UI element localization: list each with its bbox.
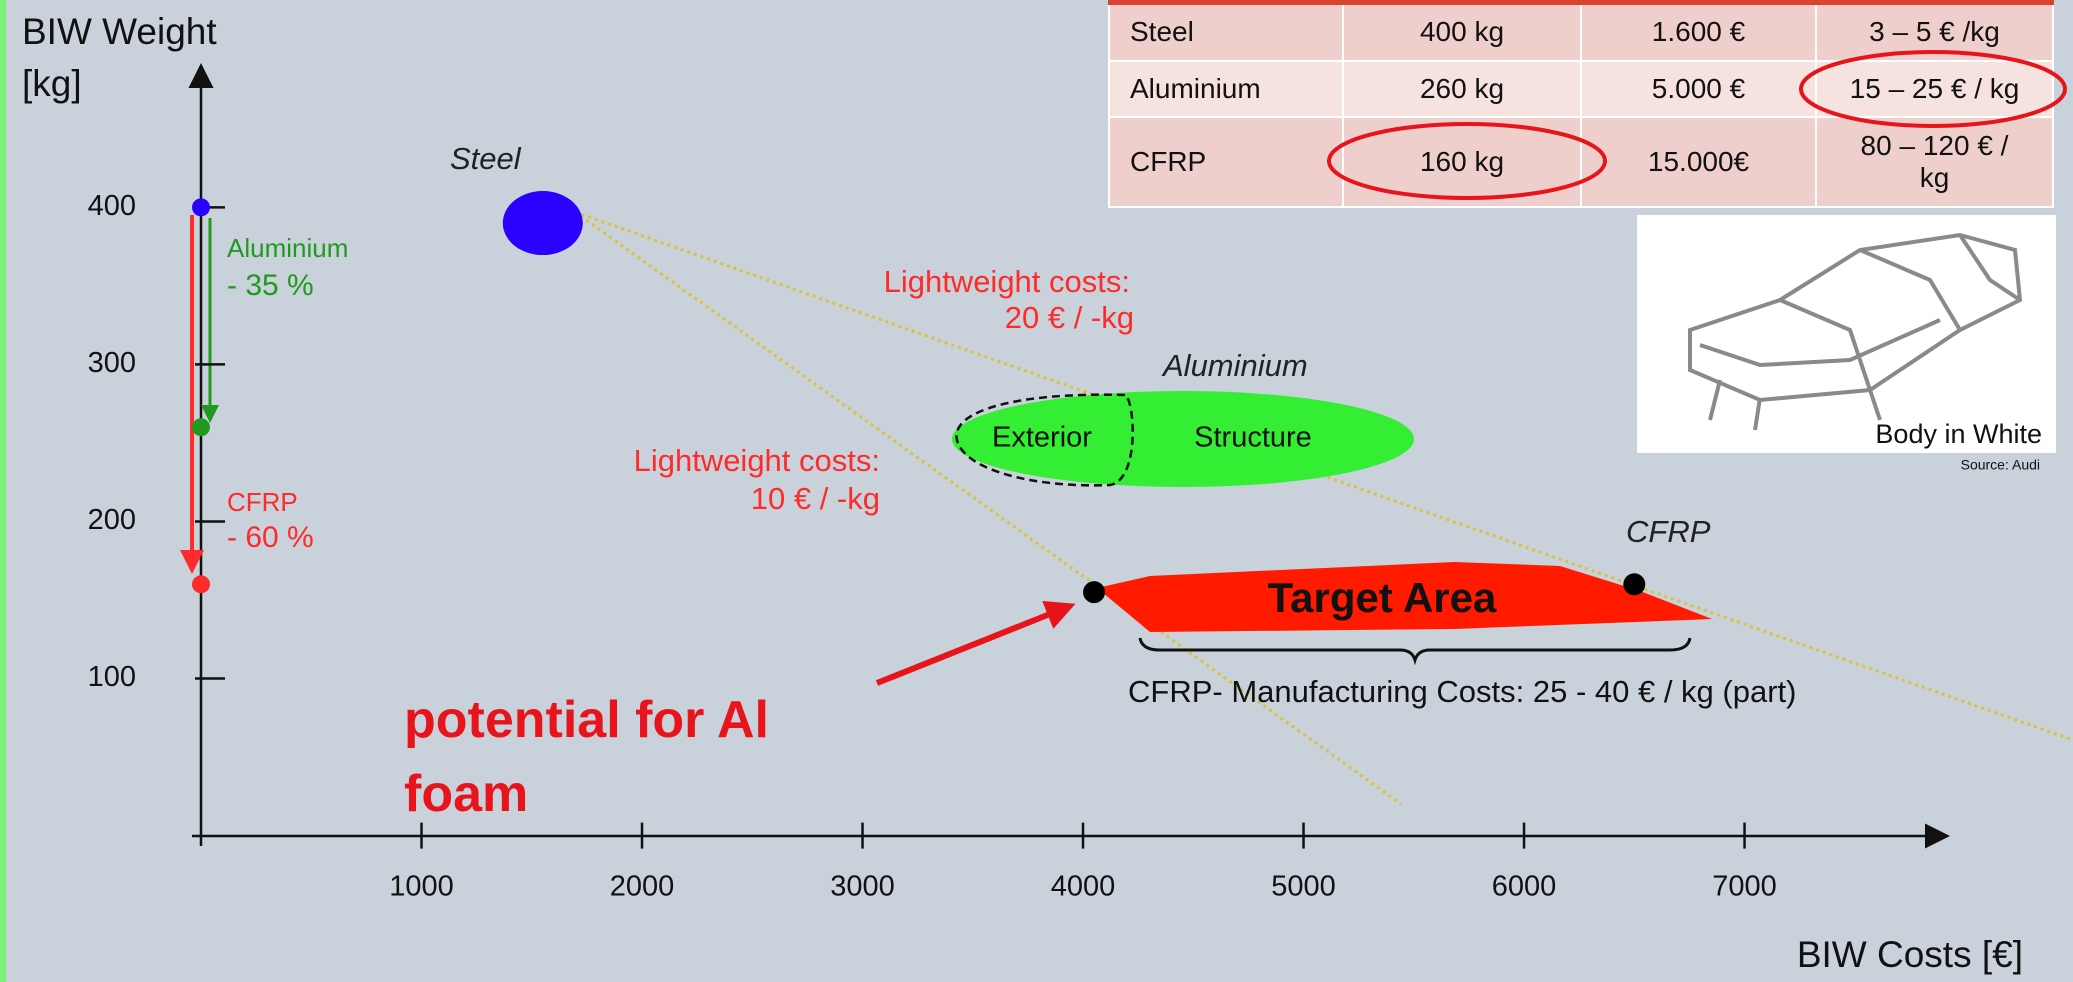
series-label: CFRP: [1626, 514, 1711, 549]
table-cell: 400 kg: [1343, 3, 1581, 61]
photo: [1637, 215, 2056, 453]
point: [1623, 573, 1645, 595]
table-cell: CFRP: [1109, 117, 1343, 207]
x-axis-label: BIW Costs [€]: [1797, 934, 2023, 975]
table-cell: 80 – 120 € / kg: [1816, 117, 2053, 207]
point: [503, 191, 583, 255]
table-cell: 3 – 5 € /kg: [1816, 3, 2053, 61]
y-tick-label: 400: [88, 190, 136, 222]
slide: Aluminium - 35 % CFRP - 60 % Steel Alumi…: [0, 0, 2073, 982]
annotation: - 35 %: [227, 269, 314, 302]
annotation: CFRP- Manufacturing Costs: 25 - 40 € / k…: [1128, 674, 1796, 709]
table-cell: 260 kg: [1343, 61, 1581, 117]
series-label: Target Area: [1268, 574, 1497, 621]
y-axis-label: BIW Weight [kg]: [22, 6, 272, 110]
table-cell: 160 kg: [1343, 117, 1581, 207]
point: [1083, 581, 1105, 603]
x-tick-label: 2000: [610, 871, 675, 903]
x-tick-label: 3000: [830, 871, 895, 903]
annotation: Lightweight costs:: [884, 264, 1130, 299]
annotation: CFRP: [227, 487, 298, 517]
annotation: 10 € / -kg: [751, 481, 880, 516]
table-cell: 1.600 €: [1581, 3, 1816, 61]
weight-marker: [192, 418, 210, 436]
annotation: Aluminium: [1161, 348, 1308, 383]
y-tick-label: 200: [88, 504, 136, 536]
annotation: Lightweight costs:: [634, 443, 880, 478]
callout: potential for Al foam: [404, 683, 834, 831]
weight-marker: [192, 198, 210, 216]
x-tick-label: 6000: [1492, 871, 1557, 903]
y-tick-label: 300: [88, 347, 136, 379]
table-cell: 5.000 €: [1581, 61, 1816, 117]
photo-source: Source: Audi: [1961, 457, 2040, 473]
annotation: Structure: [1194, 422, 1312, 454]
table-cell: Aluminium: [1109, 61, 1343, 117]
table-cell: Steel: [1109, 3, 1343, 61]
annotation: - 60 %: [227, 521, 314, 554]
x-tick-label: 1000: [389, 871, 454, 903]
series-label: Steel: [450, 141, 522, 176]
x-tick-label: 5000: [1271, 871, 1336, 903]
weight-marker: [192, 575, 210, 593]
annotation: 20 € / -kg: [1005, 300, 1134, 335]
x-tick-label: 7000: [1712, 871, 1777, 903]
annotation: Aluminium: [227, 233, 348, 263]
pointer-arrow: [877, 606, 1070, 683]
annotation: Exterior: [992, 422, 1092, 454]
y-tick-label: 100: [88, 661, 136, 693]
x-tick-label: 4000: [1051, 871, 1116, 903]
table-cell: 15.000€: [1581, 117, 1816, 207]
brace: [1140, 638, 1690, 660]
table-cell: 15 – 25 € / kg: [1816, 61, 2053, 117]
photo-caption: Body in White: [1875, 419, 2042, 449]
